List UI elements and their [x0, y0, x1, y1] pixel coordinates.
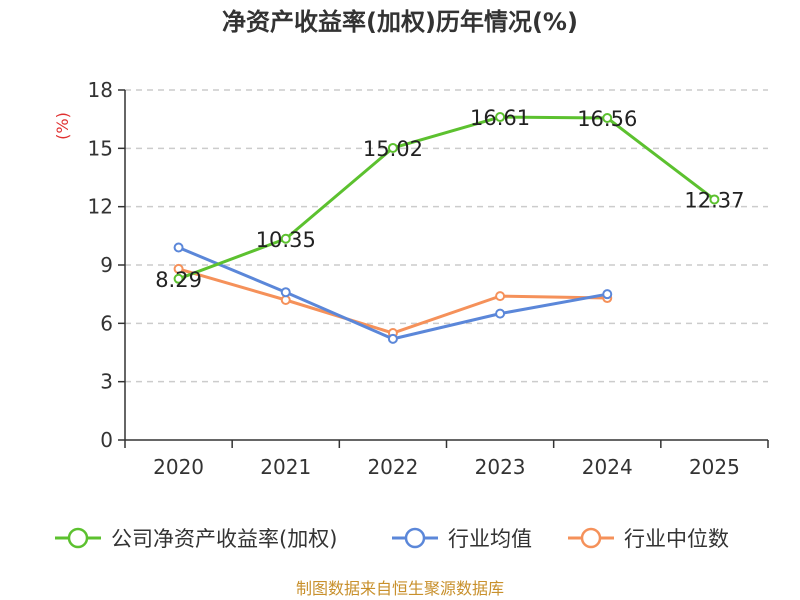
- legend-item[interactable]: 行业均值: [392, 527, 532, 551]
- data-point[interactable]: [387, 142, 398, 153]
- x-tick-label: 2021: [260, 455, 311, 479]
- x-tick-label: 2020: [153, 455, 204, 479]
- data-point[interactable]: [280, 233, 291, 244]
- y-tick-label: 15: [88, 136, 113, 160]
- chart-title: 净资产收益率(加权)历年情况(%): [222, 8, 578, 36]
- x-tick-label: 2023: [475, 455, 526, 479]
- y-ticks: 0 3 6 9 12 15 18: [88, 78, 125, 452]
- series-line: [178, 115, 716, 281]
- data-point[interactable]: [602, 289, 613, 300]
- legend-item[interactable]: 公司净资产收益率(加权): [55, 527, 337, 551]
- data-label: 15.02: [363, 137, 423, 161]
- data-point[interactable]: [495, 308, 506, 319]
- x-tick-label: 2025: [689, 455, 740, 479]
- y-axis-unit: (%): [53, 112, 72, 140]
- x-ticks: 2020 2021 2022 2023 2024 2025: [124, 440, 769, 479]
- data-point[interactable]: [495, 112, 506, 123]
- data-label: 16.61: [470, 106, 530, 130]
- y-tick-label: 0: [100, 428, 113, 452]
- data-point[interactable]: [280, 287, 291, 298]
- legend[interactable]: 公司净资产收益率(加权) 行业均值 行业中位数: [55, 527, 729, 551]
- series-line: [178, 246, 608, 341]
- y-tick-label: 12: [88, 195, 113, 219]
- data-labels: 8.29 10.35 15.02 16.61 16.56 12.37: [155, 106, 744, 292]
- legend-item[interactable]: 行业中位数: [568, 527, 729, 551]
- series-group: [173, 112, 720, 344]
- x-tick-label: 2024: [582, 455, 633, 479]
- grid-lines: [125, 89, 768, 383]
- source-note: 制图数据来自恒生聚源数据库: [296, 579, 504, 598]
- data-point[interactable]: [709, 194, 720, 205]
- legend-label: 行业均值: [448, 527, 532, 551]
- data-point[interactable]: [173, 273, 184, 284]
- legend-marker: [404, 527, 426, 549]
- data-point[interactable]: [602, 113, 613, 123]
- data-label: 12.37: [684, 188, 744, 212]
- y-tick-label: 18: [88, 78, 113, 102]
- data-point[interactable]: [495, 291, 506, 302]
- legend-marker: [580, 527, 602, 549]
- y-tick-label: 6: [100, 311, 113, 335]
- data-label: 10.35: [256, 228, 316, 252]
- data-point[interactable]: [173, 242, 184, 253]
- legend-label: 公司净资产收益率(加权): [111, 527, 337, 551]
- data-label: 8.29: [155, 268, 202, 292]
- data-label: 16.56: [577, 107, 637, 131]
- data-point[interactable]: [387, 333, 398, 344]
- y-tick-label: 9: [100, 253, 113, 277]
- legend-marker: [67, 527, 89, 549]
- legend-label: 行业中位数: [624, 527, 729, 551]
- data-point[interactable]: [173, 263, 184, 274]
- x-tick-label: 2022: [367, 455, 418, 479]
- y-tick-label: 3: [100, 370, 113, 394]
